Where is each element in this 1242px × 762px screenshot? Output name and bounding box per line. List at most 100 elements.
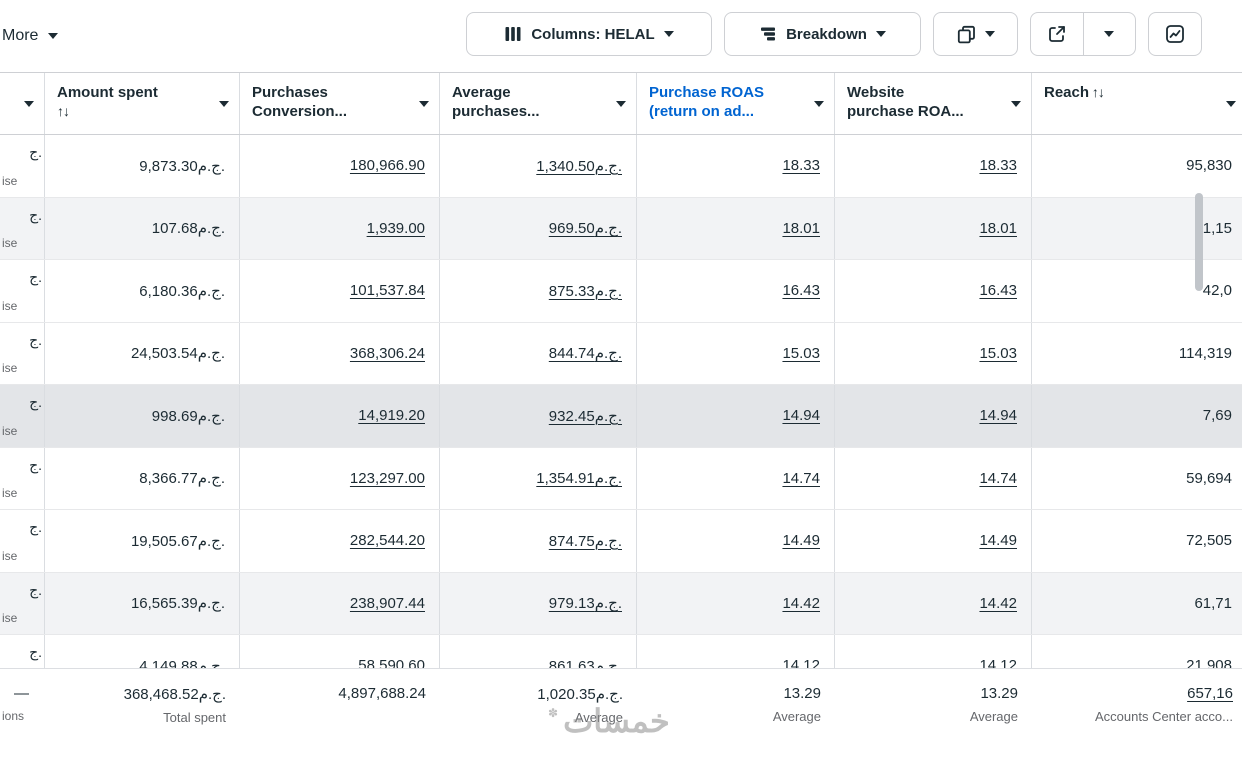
cell-purchases-conversion[interactable]: 123,297.00	[240, 447, 440, 509]
cell-purchase-roas[interactable]: 18.33	[637, 135, 835, 197]
cell-value[interactable]: 14.94	[782, 407, 820, 425]
cell-value[interactable]: 14,919.20	[358, 407, 425, 425]
table-row[interactable]: ج. ise 24,503.54ج.م. 368,306.24 844.74ج.م. 15…	[0, 322, 1242, 385]
chevron-down-icon[interactable]	[616, 100, 626, 107]
table-row[interactable]: ج. ise 16,565.39ج.م. 238,907.44 979.13ج.م. 14…	[0, 572, 1242, 635]
cell-website-purchase-roas[interactable]: 14.49	[835, 510, 1032, 572]
cell-average-purchases[interactable]: 1,340.50ج.م.	[440, 135, 637, 197]
cell-value[interactable]: 932.45ج.م.	[548, 407, 622, 425]
table-row[interactable]: ج. ise 19,505.67ج.م. 282,544.20 874.75ج.م. 14…	[0, 510, 1242, 573]
column-header-website-purchase-roas[interactable]: Website purchase ROA...	[835, 73, 1032, 134]
reports-button[interactable]	[933, 12, 1018, 56]
cell-value[interactable]: 15.03	[979, 344, 1017, 362]
cell-average-purchases[interactable]: 979.13ج.م.	[440, 572, 637, 634]
cell-value: 19,505.67ج.م.	[130, 532, 225, 550]
column-header-amount-spent[interactable]: Amount spent ↑↓	[45, 73, 240, 134]
cell-value[interactable]: 979.13ج.م.	[548, 595, 622, 613]
table-row[interactable]: ج. ise 8,366.77ج.م. 123,297.00 1,354.91ج.م. 1…	[0, 447, 1242, 510]
more-button[interactable]: More	[2, 24, 59, 48]
table-row[interactable]: ج. ise 107.68ج.م. 1,939.00 969.50ج.م. 18.01 18…	[0, 197, 1242, 260]
table-row[interactable]: ج. ise 6,180.36ج.م. 101,537.84 875.33ج.م. 16.…	[0, 260, 1242, 323]
cell-website-purchase-roas[interactable]: 16.43	[835, 260, 1032, 322]
cell-value[interactable]: 14.74	[782, 469, 820, 487]
cell-value[interactable]: 14.42	[979, 594, 1017, 612]
cell-purchases-conversion[interactable]: 282,544.20	[240, 510, 440, 572]
footer-value[interactable]: 657,16	[1187, 685, 1233, 702]
cell-value[interactable]: 1,939.00	[366, 219, 425, 237]
cell-value[interactable]: 16.43	[782, 282, 820, 300]
table-row[interactable]: ج. ise 998.69ج.م. 14,919.20 932.45ج.م. 14.94 1…	[0, 385, 1242, 448]
column-header-average-purchases[interactable]: Average purchases...	[440, 73, 637, 134]
table-body: ج. ise 9,873.30ج.م. 180,966.90 1,340.50ج.م. 1…	[0, 135, 1242, 762]
chevron-down-icon[interactable]	[219, 100, 229, 107]
cell-purchases-conversion[interactable]: 180,966.90	[240, 135, 440, 197]
cell-purchases-conversion[interactable]: 14,919.20	[240, 385, 440, 447]
cell-value[interactable]: 874.75ج.م.	[548, 532, 622, 550]
column-header-stub[interactable]	[0, 73, 45, 134]
cell-value[interactable]: 844.74ج.م.	[548, 345, 622, 363]
cell-value[interactable]: 15.03	[782, 344, 820, 362]
cell-purchases-conversion[interactable]: 368,306.24	[240, 322, 440, 384]
cell-value[interactable]: 18.33	[979, 157, 1017, 175]
cell-value[interactable]: 14.94	[979, 407, 1017, 425]
cell-value[interactable]: 1,340.50ج.م.	[536, 157, 622, 175]
view-charts-button[interactable]	[1148, 12, 1202, 56]
footer-sublabel: Average	[772, 709, 821, 724]
cell-value[interactable]: 16.43	[979, 282, 1017, 300]
cell-website-purchase-roas[interactable]: 14.94	[835, 385, 1032, 447]
chevron-down-icon[interactable]	[24, 100, 34, 107]
cell-purchase-roas[interactable]: 14.49	[637, 510, 835, 572]
cell-website-purchase-roas[interactable]: 18.33	[835, 135, 1032, 197]
cell-value[interactable]: 123,297.00	[349, 469, 425, 487]
cell-value[interactable]: 282,544.20	[349, 532, 425, 550]
cell-value[interactable]: 14.49	[782, 532, 820, 550]
column-header-purchase-roas[interactable]: Purchase ROAS (return on ad...	[637, 73, 835, 134]
cell-website-purchase-roas[interactable]: 14.42	[835, 572, 1032, 634]
cell-value[interactable]: 14.42	[782, 594, 820, 612]
cell-value[interactable]: 875.33ج.م.	[548, 282, 622, 300]
cell-average-purchases[interactable]: 844.74ج.م.	[440, 322, 637, 384]
export-button[interactable]	[1031, 13, 1083, 55]
footer-cell-website-purchase-roas: 13.29 Average	[835, 669, 1032, 762]
cell-value[interactable]: 1,354.91ج.م.	[536, 470, 622, 488]
cell-value[interactable]: 368,306.24	[349, 344, 425, 362]
cell-purchase-roas[interactable]: 14.94	[637, 385, 835, 447]
cell-value[interactable]: 14.74	[979, 469, 1017, 487]
sort-icon: ↑↓	[1089, 84, 1105, 100]
cell-average-purchases[interactable]: 969.50ج.م.	[440, 197, 637, 259]
cell-purchase-roas[interactable]: 18.01	[637, 197, 835, 259]
export-options-button[interactable]	[1084, 13, 1136, 55]
cell-purchase-roas[interactable]: 14.74	[637, 447, 835, 509]
column-header-reach[interactable]: Reach ↑↓	[1032, 73, 1242, 134]
chevron-down-icon[interactable]	[419, 100, 429, 107]
cell-value[interactable]: 18.01	[979, 219, 1017, 237]
chevron-down-icon[interactable]	[814, 100, 824, 107]
chevron-down-icon[interactable]	[1226, 100, 1236, 107]
chevron-down-icon[interactable]	[1011, 100, 1021, 107]
cell-value[interactable]: 18.01	[782, 219, 820, 237]
cell-purchases-conversion[interactable]: 238,907.44	[240, 572, 440, 634]
vertical-scrollbar[interactable]	[1195, 193, 1203, 291]
breakdown-button[interactable]: Breakdown	[724, 12, 921, 56]
column-header-purchases-conversion[interactable]: Purchases Conversion...	[240, 73, 440, 134]
cell-average-purchases[interactable]: 874.75ج.م.	[440, 510, 637, 572]
cell-average-purchases[interactable]: 1,354.91ج.م.	[440, 447, 637, 509]
cell-value[interactable]: 18.33	[782, 157, 820, 175]
cell-purchase-roas[interactable]: 16.43	[637, 260, 835, 322]
cell-value[interactable]: 14.49	[979, 532, 1017, 550]
columns-button[interactable]: Columns: HELAL	[466, 12, 712, 56]
table-row[interactable]: ج. ise 9,873.30ج.م. 180,966.90 1,340.50ج.م. 1…	[0, 135, 1242, 198]
cell-website-purchase-roas[interactable]: 15.03	[835, 322, 1032, 384]
cell-value[interactable]: 238,907.44	[349, 594, 425, 612]
cell-purchase-roas[interactable]: 15.03	[637, 322, 835, 384]
cell-value[interactable]: 969.50ج.م.	[548, 220, 622, 238]
cell-value[interactable]: 101,537.84	[349, 282, 425, 300]
cell-purchases-conversion[interactable]: 1,939.00	[240, 197, 440, 259]
cell-purchases-conversion[interactable]: 101,537.84	[240, 260, 440, 322]
cell-value[interactable]: 180,966.90	[349, 157, 425, 175]
cell-average-purchases[interactable]: 932.45ج.م.	[440, 385, 637, 447]
cell-website-purchase-roas[interactable]: 14.74	[835, 447, 1032, 509]
cell-average-purchases[interactable]: 875.33ج.م.	[440, 260, 637, 322]
cell-website-purchase-roas[interactable]: 18.01	[835, 197, 1032, 259]
cell-purchase-roas[interactable]: 14.42	[637, 572, 835, 634]
